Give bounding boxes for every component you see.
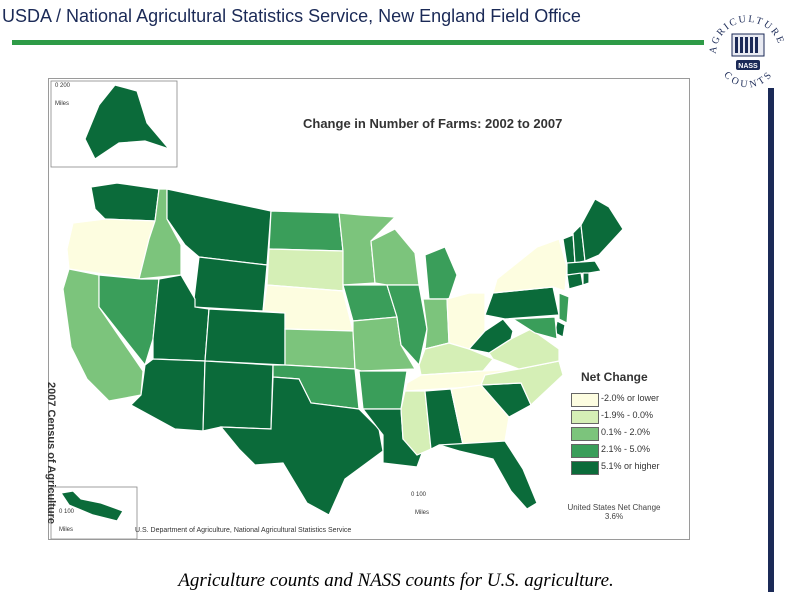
main-scale-value: 0 100: [411, 492, 427, 498]
state-ma: [566, 260, 602, 276]
nass-agriculture-counts-logo: AGRICULTURE NASS COUNTS: [706, 12, 790, 92]
state-wa: [90, 182, 160, 222]
header-rule: [12, 40, 704, 45]
state-ks: [284, 328, 356, 370]
state-nm: [202, 360, 274, 432]
state-nj: [558, 292, 570, 324]
map-title: Change in Number of Farms: 2002 to 2007: [303, 116, 563, 131]
state-hi: [59, 490, 124, 522]
legend-swatch: [571, 444, 599, 458]
us-net-change-label: United States Net Change: [567, 503, 661, 512]
legend-label: 5.1% or higher: [601, 461, 660, 471]
side-bar: [768, 88, 774, 592]
legend-swatch: [571, 427, 599, 441]
legend-label: 0.1% - 2.0%: [601, 427, 651, 437]
state-in: [422, 298, 450, 350]
caption: Agriculture counts and NASS counts for U…: [178, 570, 614, 591]
state-mt: [166, 188, 272, 266]
hawaii-scale-unit: Miles: [59, 527, 74, 533]
state-az: [130, 358, 206, 432]
legend-label: 2.1% - 5.0%: [601, 444, 651, 454]
logo-badge-text: NASS: [738, 63, 758, 70]
alaska-scale-unit: Miles: [55, 101, 70, 107]
state-co: [204, 308, 286, 366]
legend-swatch: [571, 461, 599, 475]
logo-building-icon: [731, 33, 765, 57]
alaska-scale-value: 0 200: [55, 83, 71, 89]
state-ny: [492, 238, 568, 294]
vertical-label: 2007 Census of Agriculture: [45, 381, 57, 525]
legend-label: -1.9% - 0.0%: [601, 410, 654, 420]
main-scale-unit: Miles: [415, 510, 430, 516]
state-mi: [424, 246, 458, 300]
alaska-inset-frame: [50, 80, 178, 168]
legend-swatch: [571, 393, 599, 407]
state-wi: [370, 228, 420, 286]
farm-change-map: Change in Number of Farms: 2002 to 2007 …: [45, 78, 690, 540]
state-sd: [266, 248, 344, 292]
state-ga: [450, 384, 510, 446]
state-me: [580, 198, 624, 262]
source-credit: U.S. Department of Agriculture, National…: [135, 527, 352, 534]
state-fl: [438, 440, 538, 510]
state-ar: [358, 370, 408, 410]
hawaii-scale-value: 0 100: [59, 509, 75, 515]
state-ri: [582, 272, 590, 286]
legend-swatch: [571, 410, 599, 424]
state-md: [511, 316, 558, 340]
legend-label: -2.0% or lower: [601, 393, 660, 403]
state-ct: [566, 272, 584, 290]
us-net-change-value: 3.6%: [604, 512, 624, 521]
state-ak: [84, 84, 171, 160]
state-nd: [268, 210, 344, 252]
legend-title: Net Change: [581, 370, 648, 384]
choropleth-map: [50, 80, 624, 539]
page-title: USDA / National Agricultural Statistics …: [2, 6, 581, 26]
hawaii-inset-frame: [50, 486, 138, 539]
state-va: [488, 328, 560, 370]
state-wy: [192, 256, 268, 312]
